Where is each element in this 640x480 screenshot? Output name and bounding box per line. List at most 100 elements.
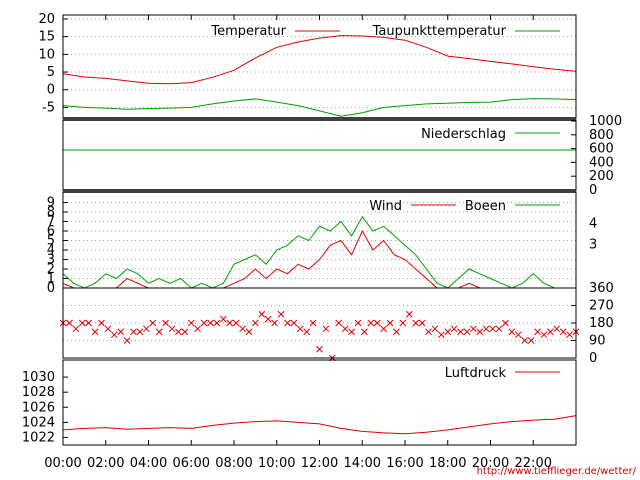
wind-direction-point [399, 319, 407, 327]
wind-direction-point [373, 319, 381, 327]
wind-direction-point [123, 337, 131, 344]
wind-direction-point [98, 319, 105, 327]
temp-y-tick-label: 10 [38, 47, 55, 62]
wind-direction-point [213, 319, 221, 327]
x-tick-label: 14:00 [344, 456, 381, 471]
wind-direction-point [143, 325, 150, 333]
wind-y-tick-label: 1 [47, 272, 55, 287]
x-tick-label: 00:00 [44, 456, 81, 471]
wind-right-tick-label: 4 [589, 216, 597, 231]
x-tick-label: 16:00 [386, 456, 423, 471]
temp-y-tick-label: 20 [38, 12, 55, 27]
wind-direction-point [508, 328, 516, 336]
wind-direction-point [72, 325, 80, 333]
wind-direction-point [489, 325, 496, 333]
wind-direction-point [431, 325, 439, 333]
precip-y-tick-label: 400 [589, 155, 614, 170]
wind-y-tick-label: 3 [47, 253, 55, 268]
wind-direction-point [91, 328, 99, 336]
wind-direction-point [252, 319, 259, 327]
wind-direction-point [162, 319, 169, 327]
wind-y-tick-label: 7 [47, 215, 55, 230]
precip-y-tick-label: 0 [589, 183, 597, 198]
wind-direction-point [187, 319, 195, 327]
wind-direction-point [219, 315, 227, 323]
wind-direction-point [367, 319, 375, 327]
wind-direction-point [386, 319, 394, 327]
wind-direction-point [258, 310, 266, 318]
x-tick-label: 02:00 [87, 456, 124, 471]
temp-y-tick-label: -5 [42, 100, 55, 115]
wind-direction-point [290, 319, 298, 327]
pressure-y-tick-label: 1024 [22, 415, 55, 430]
x-tick-label: 22:00 [515, 456, 552, 471]
series-luftdruck [62, 415, 577, 435]
wind-direction-point [476, 328, 484, 336]
wind-direction-point [495, 325, 503, 333]
series-taupunkttemperatur [62, 98, 577, 117]
pressure-y-tick-label: 1030 [22, 370, 55, 385]
wind-direction-point [194, 325, 202, 333]
wind-y-tick-label: 2 [47, 262, 55, 277]
wind-direction-point [181, 328, 189, 336]
dir-y-tick-label: 180 [589, 316, 614, 331]
text-layer: 00:00 02:00 04:00 06:00 08:00 10:00 12:00 14:00… [22, 12, 622, 471]
wind-direction-point [309, 319, 317, 327]
legend-taupunkt-label: Taupunkttemperatur [372, 24, 507, 39]
wind-direction-point [168, 325, 176, 333]
wind-direction-point [117, 328, 125, 336]
wind-direction-point [104, 325, 112, 333]
wind-direction-point [78, 319, 86, 327]
x-tick-label: 06:00 [173, 456, 210, 471]
temp-y-tick-label: 0 [47, 83, 55, 98]
temp-y-tick-label: 5 [47, 65, 55, 80]
wind-direction-point [232, 319, 240, 327]
pressure-y-tick-label: 1022 [22, 430, 55, 445]
legend-temperatur-label: Temperatur [210, 24, 286, 39]
legend-niederschlag-label: Niederschlag [421, 127, 506, 142]
wind-y-tick-label: 5 [47, 234, 55, 249]
wind-direction-point [412, 319, 420, 327]
wind-direction-point [277, 310, 285, 318]
wind-direction-point [348, 328, 355, 336]
dir-y-tick-label: 360 [589, 281, 614, 296]
x-tick-label: 12:00 [301, 456, 338, 471]
wind-direction-point [444, 328, 452, 336]
wind-y-tick-label: 9 [47, 196, 55, 211]
wind-direction-point [463, 328, 471, 336]
wind-direction-point [271, 319, 278, 327]
precip-y-tick-label: 800 [589, 128, 614, 143]
wind-direction-point [85, 319, 93, 327]
x-tick-label: 08:00 [215, 456, 252, 471]
dir-y-tick-label: 270 [589, 299, 614, 314]
footer-url[interactable]: http://www.tiefflieger.de/wetter/ [477, 466, 637, 477]
wind-direction-point [226, 319, 234, 327]
wind-direction-point [284, 319, 291, 327]
wind-right-tick-label: 3 [589, 237, 597, 252]
x-tick-label: 04:00 [130, 456, 167, 471]
wind-y-tick-label: 6 [47, 224, 55, 239]
wind-direction-point [175, 328, 182, 336]
wind-direction-point [418, 319, 426, 327]
wind-direction-point [514, 331, 522, 339]
wind-direction-point [502, 319, 509, 327]
wind-direction-point [553, 325, 561, 333]
wind-direction-point [534, 328, 541, 336]
pressure-y-tick-label: 1028 [22, 385, 55, 400]
x-tick-label: 10:00 [258, 456, 295, 471]
x-tick-label: 18:00 [429, 456, 466, 471]
wind-direction-point [482, 325, 490, 333]
wind-direction-point [264, 315, 272, 323]
wind-direction-point [361, 328, 368, 336]
wind-direction-point [66, 319, 73, 327]
wind-y-tick-label: 8 [47, 205, 55, 220]
wind-direction-point [393, 328, 400, 336]
wind-direction-point [155, 328, 163, 336]
wind-direction-point [110, 331, 118, 339]
wind-direction-point [245, 328, 253, 336]
legend-boeen-label: Boeen [465, 199, 506, 214]
legend-wind-label: Wind [369, 199, 402, 214]
wind-y-tick-label: 4 [47, 243, 55, 258]
wind-direction-point [450, 325, 458, 333]
wind-direction-point [200, 319, 208, 327]
